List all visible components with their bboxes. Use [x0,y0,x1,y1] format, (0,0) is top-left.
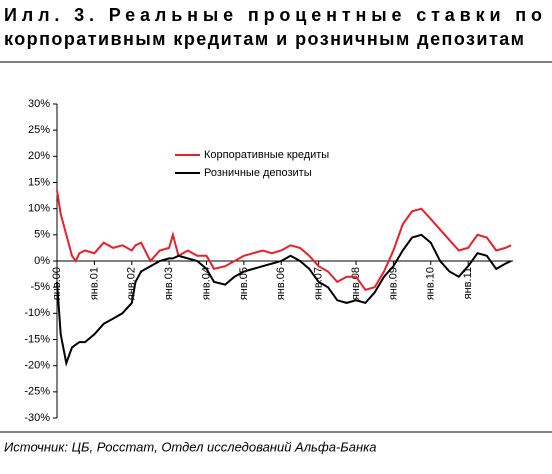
y-tick-label: 10% [28,203,50,215]
y-tick-label: 25% [28,124,50,136]
y-tick-label: 30% [28,98,50,110]
y-tick-label: 5% [34,229,50,241]
chart-title: Илл. 3. Реальные процентные ставки по [4,5,542,25]
y-tick-label: 20% [28,150,50,162]
y-tick-label: 15% [28,176,50,188]
series-line [56,233,512,367]
y-tick-label: -25% [24,386,50,398]
y-tick-label: -30% [24,412,50,424]
x-tick-label: янв.05 [238,267,250,300]
x-tick-label: янв.03 [163,267,175,300]
y-tick-label: -5% [30,281,50,293]
x-tick-label: янв.06 [275,267,287,300]
x-tick-label: янв.11 [462,267,474,299]
x-tick-label: янв.07 [313,267,325,300]
y-tick-label: 0% [34,255,50,267]
x-tick-label: янв.01 [88,267,100,300]
legend-label: Корпоративные кредиты [204,149,329,161]
y-tick-label: -10% [24,307,50,319]
chart-title: корпоративным кредитам и розничным депоз… [4,29,524,49]
x-tick-label: янв.04 [200,267,212,300]
source: Источник: ЦБ, Росстат, Отдел исследовани… [4,439,377,454]
y-tick-label: -15% [24,333,50,345]
legend-label: Розничные депозиты [204,167,312,179]
series-line [56,190,512,291]
x-tick-label: янв.10 [425,267,437,300]
y-tick-label: -20% [24,360,50,372]
x-tick-label: янв.08 [350,267,362,300]
x-tick-label: янв.09 [387,267,399,300]
